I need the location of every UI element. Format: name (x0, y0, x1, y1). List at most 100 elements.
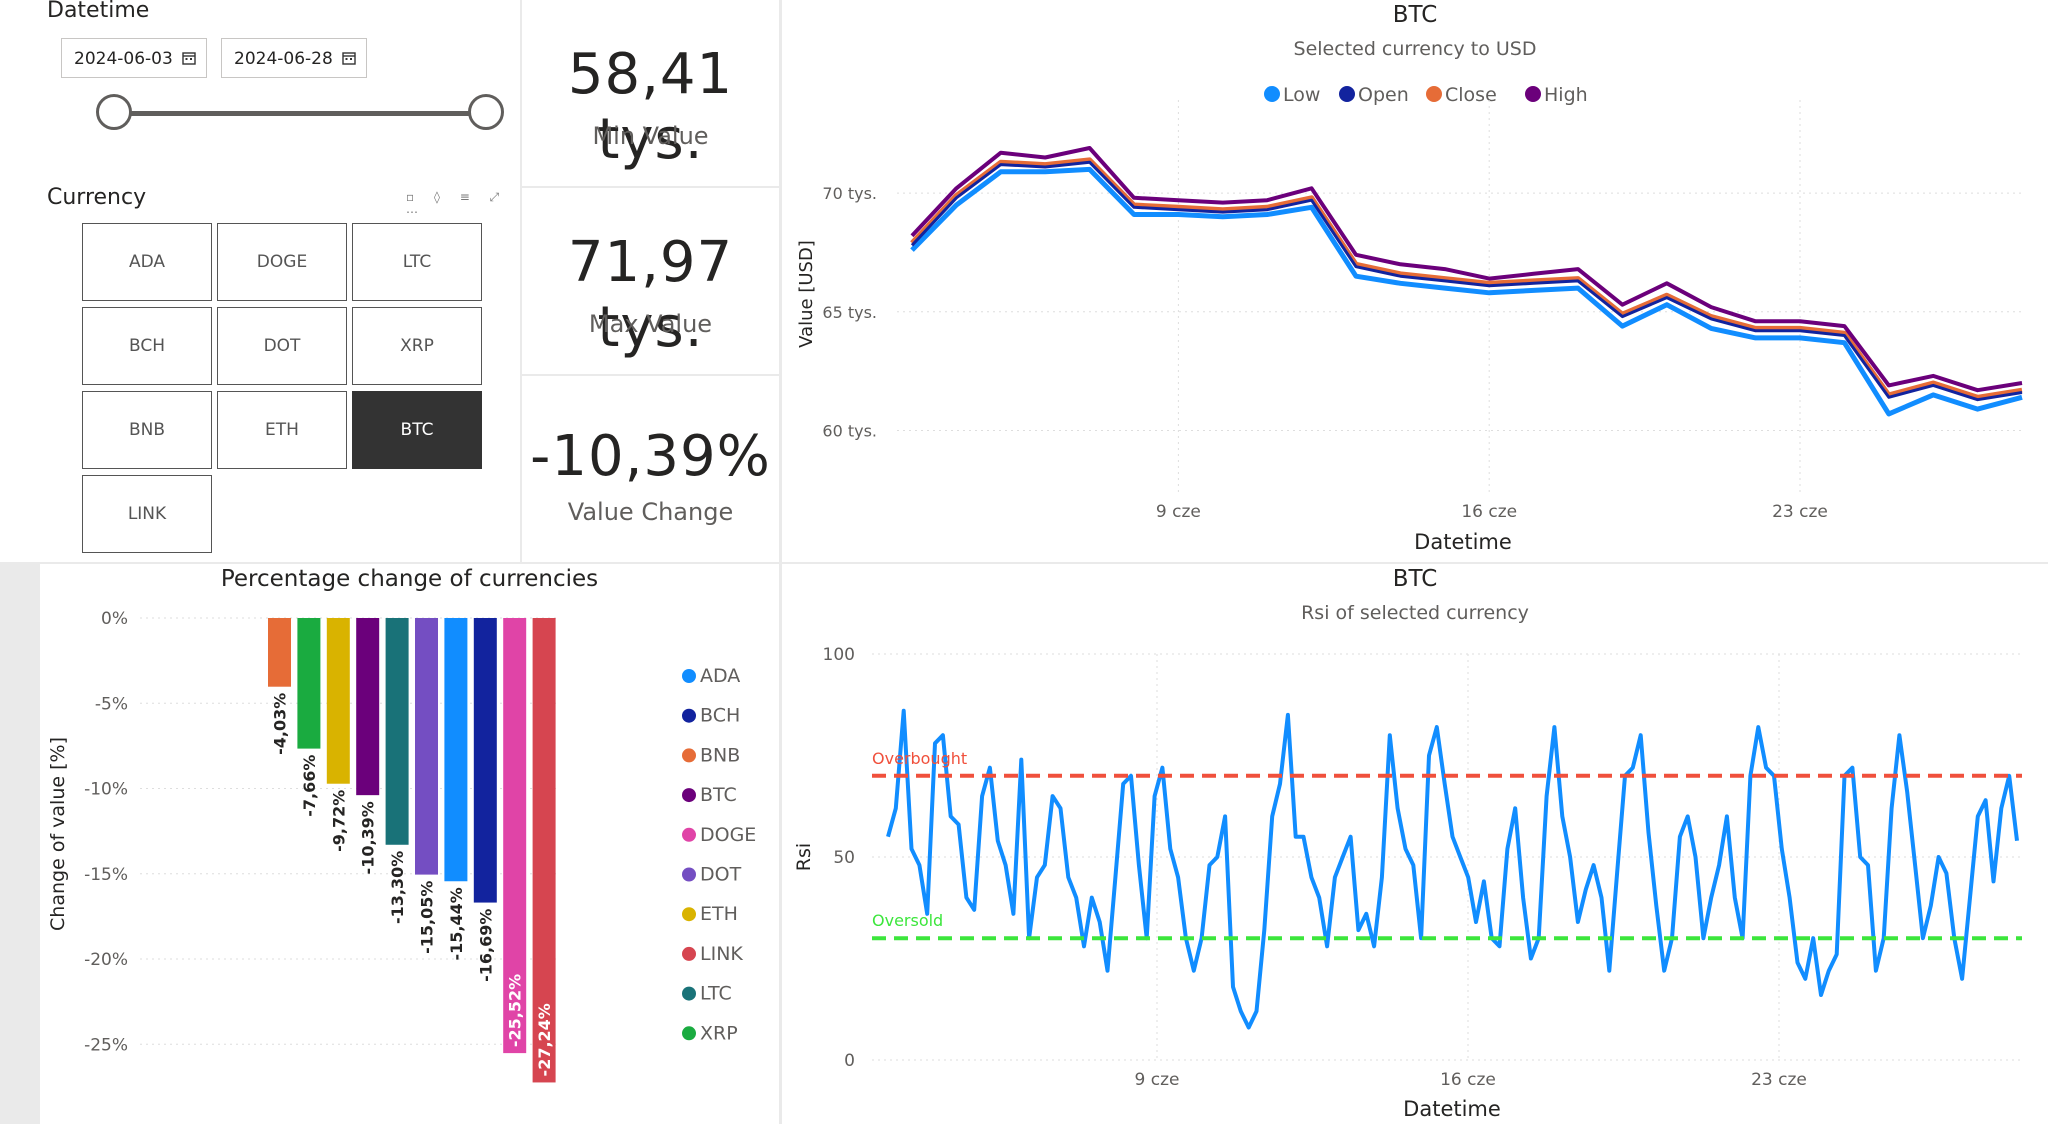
price-chart-title: BTC (1392, 2, 1438, 28)
bar-data-label: -27,24% (535, 1003, 554, 1076)
bar-dot[interactable] (415, 618, 438, 875)
bar-ltc[interactable] (385, 618, 409, 845)
legend-marker-btc (682, 788, 696, 803)
legend-marker-dot (682, 867, 696, 882)
visual-header-icons[interactable]: ▫ ◊ ≡ ⤢ ⋯ (406, 190, 508, 219)
x-tick-label: 9 cze (1135, 1070, 1180, 1090)
rsi-chart-svg[interactable]: 100 50 0 9 cze 16 cze 23 cze Rsi Datetime Overbo… (782, 564, 2048, 1124)
y-tick-label: 70 tys. (822, 184, 877, 203)
legend-marker-high (1525, 86, 1541, 102)
currency-button-doge[interactable]: DOGE (217, 223, 347, 301)
kpi-change-value: -10,39% (530, 424, 771, 489)
price-chart-panel: BTC Selected currency to USD Low Open Clos… (782, 0, 2048, 562)
y-tick-label: -25% (84, 1035, 128, 1055)
calendar-icon[interactable] (342, 51, 356, 65)
x-tick-label: 23 cze (1751, 1070, 1807, 1090)
bar-data-label: -10,39% (359, 801, 378, 874)
calendar-icon[interactable] (182, 51, 196, 65)
price-chart-svg[interactable]: Low Open Close High 70 tys. 65 tys. 60 tys. 9 c… (782, 0, 2048, 562)
series-line-low[interactable] (910, 166, 2023, 417)
legend-label-dot: DOT (700, 864, 742, 886)
x-tick-label: 9 cze (1156, 502, 1201, 522)
legend-marker-xrp (682, 1026, 696, 1041)
bar-xrp[interactable] (297, 618, 321, 749)
y-axis-title: Rsi (793, 843, 815, 871)
x-tick-label: 16 cze (1440, 1070, 1496, 1090)
legend-label-doge: DOGE (700, 824, 756, 846)
legend-marker-doge (682, 827, 696, 842)
legend-marker-link (682, 946, 696, 961)
bar-data-label: -13,30% (388, 851, 407, 924)
pct-chart-panel: Percentage change of currencies 0% -5% -10… (40, 564, 779, 1124)
bar-ada[interactable] (444, 618, 468, 882)
series-line-high[interactable] (910, 146, 2023, 393)
x-tick-label: 23 cze (1772, 502, 1828, 522)
kpi-min-value: 58,41 tys. (567, 42, 734, 172)
datetime-slicer-title: Datetime (47, 0, 150, 23)
series-line-close[interactable] (910, 157, 2023, 400)
bar-bch[interactable] (473, 618, 497, 903)
series-line-open[interactable] (910, 160, 2023, 402)
x-axis-title: Datetime (1403, 1097, 1501, 1121)
kpi-min-card: 58,41 tys. Min Value (522, 0, 779, 186)
bar-data-label: -7,66% (300, 755, 319, 817)
x-axis-title: Datetime (1414, 530, 1512, 554)
currency-button-bch[interactable]: BCH (82, 307, 212, 385)
currency-button-ltc[interactable]: LTC (352, 223, 482, 301)
datetime-slicer: Datetime 2024-06-03 2024-06-28 (0, 0, 520, 170)
bar-doge[interactable] (503, 618, 527, 1054)
date-range-end-handle[interactable] (468, 94, 504, 130)
legend-marker-close (1426, 86, 1442, 102)
y-tick-label: 0 (844, 1051, 855, 1071)
pct-chart-svg[interactable]: 0% -5% -10% -15% -20% -25% Change of value [%]… (40, 564, 779, 1124)
end-date-input[interactable]: 2024-06-28 (221, 38, 367, 78)
y-tick-label: 60 tys. (822, 422, 877, 441)
y-axis-title: Change of value [%] (47, 737, 69, 931)
legend-marker-ltc (682, 986, 696, 1001)
legend-marker-eth (682, 907, 696, 922)
rsi-series-line[interactable] (886, 708, 2019, 1030)
legend-label-xrp: XRP (700, 1022, 738, 1044)
start-date-value: 2024-06-03 (74, 49, 173, 69)
y-tick-label: 50 (833, 848, 855, 868)
bar-btc[interactable] (356, 618, 380, 796)
currency-button-ada[interactable]: ADA (82, 223, 212, 301)
y-tick-label: -5% (95, 694, 128, 714)
legend-label-btc: BTC (700, 784, 737, 806)
kpi-max-label: Max Value (588, 310, 713, 338)
bar-data-label: -25,52% (506, 974, 525, 1047)
bar-eth[interactable] (326, 618, 350, 784)
legend-marker-bch (682, 708, 696, 723)
currency-button-dot[interactable]: DOT (217, 307, 347, 385)
date-range-slider-track[interactable] (114, 111, 486, 116)
bar-data-label: -15,44% (447, 887, 466, 960)
rsi-chart-title: BTC (1392, 566, 1438, 592)
bar-data-label: -16,69% (476, 909, 495, 982)
legend-label-close: Close (1445, 84, 1497, 106)
kpi-change-card: -10,39% Value Change (522, 376, 779, 562)
legend-label-low: Low (1283, 84, 1320, 106)
y-tick-label: -15% (84, 865, 128, 885)
currency-slicer: Currency ▫ ◊ ≡ ⤢ ⋯ ADA DOGE LTC BCH DOT XRP BN… (0, 170, 520, 562)
bar-link[interactable] (532, 618, 556, 1083)
bar-data-label: -4,03% (271, 693, 290, 755)
start-date-input[interactable]: 2024-06-03 (61, 38, 207, 78)
legend-label-link: LINK (700, 943, 743, 965)
legend-label-bch: BCH (700, 705, 740, 727)
legend-label-high: High (1544, 84, 1588, 106)
kpi-max-card: 71,97 tys. Max Value (522, 188, 779, 374)
legend-marker-ada (682, 669, 696, 683)
y-tick-label: 100 (823, 645, 855, 665)
bar-bnb[interactable] (268, 618, 291, 687)
y-tick-label: -10% (84, 780, 128, 800)
legend-marker-low (1264, 86, 1280, 102)
currency-button-bnb[interactable]: BNB (82, 391, 212, 469)
currency-button-btc[interactable]: BTC (352, 391, 482, 469)
currency-button-link[interactable]: LINK (82, 475, 212, 553)
date-range-start-handle[interactable] (96, 94, 132, 130)
currency-button-eth[interactable]: ETH (217, 391, 347, 469)
y-tick-label: 0% (101, 609, 128, 629)
price-chart-subtitle: Selected currency to USD (1293, 38, 1537, 60)
oversold-label: Oversold (872, 911, 943, 930)
currency-button-xrp[interactable]: XRP (352, 307, 482, 385)
